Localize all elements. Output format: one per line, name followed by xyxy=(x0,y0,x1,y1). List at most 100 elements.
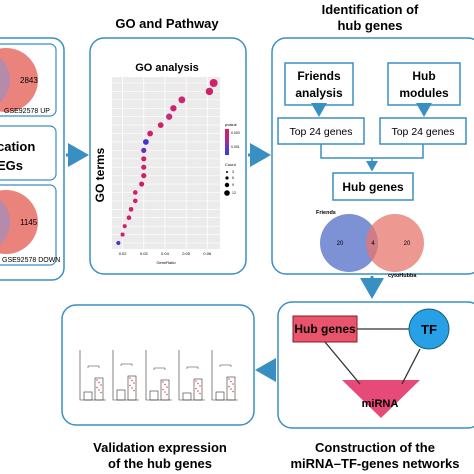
venn-up-circle-left xyxy=(0,57,10,103)
hub-panel: Identification of hub genes Friends anal… xyxy=(271,2,474,279)
go-point xyxy=(143,139,149,145)
validation-dot xyxy=(129,384,131,387)
edge-hub-mirna xyxy=(324,341,361,385)
friends-line1: Friends xyxy=(297,69,341,83)
validation-caption-line1: Validation expression xyxy=(93,440,227,455)
validation-bar-case xyxy=(127,375,137,401)
go-panel-title: GO and Pathway xyxy=(115,16,219,31)
validation-dot xyxy=(96,379,98,381)
go-xtick-label: 0.05 xyxy=(182,251,191,256)
network-tf-label: TF xyxy=(421,322,437,337)
legend-count-tick-3: 12 xyxy=(232,191,236,195)
legend-count-dot-1 xyxy=(225,176,229,180)
legend-pvalue-tick-1: 0.001 xyxy=(231,145,240,149)
legend-count-dot-0 xyxy=(226,171,228,173)
validation-dot xyxy=(197,382,199,385)
validation-bar-case xyxy=(226,376,236,401)
top-genes-right: Top 24 genes xyxy=(391,126,454,138)
network-caption-line2: miRNA–TF-genes networks xyxy=(290,456,459,471)
validation-dot xyxy=(164,391,166,393)
go-point xyxy=(141,147,147,153)
top-genes-right-box xyxy=(379,117,467,145)
venn-friends-label: Friends xyxy=(316,210,336,216)
validation-bar-control xyxy=(182,392,192,401)
validation-dot xyxy=(199,392,201,395)
validation-dot xyxy=(133,389,135,392)
validation-bar-control xyxy=(116,389,126,401)
validation-dot xyxy=(131,387,133,389)
deg-title-line1: cation xyxy=(0,139,35,154)
validation-bar-control xyxy=(83,391,93,401)
network-mirna-label: miRNA xyxy=(362,398,399,410)
validation-dot xyxy=(96,386,98,389)
deg-panel: 2843 GSE92578 UP cation EGs 1145 GSE9257… xyxy=(0,37,65,281)
go-point xyxy=(147,130,153,137)
network-tf-node xyxy=(408,308,450,350)
validation-dot xyxy=(230,388,232,390)
go-point xyxy=(132,190,138,195)
venn-friends-circle xyxy=(320,214,378,272)
venn-up-circle xyxy=(0,48,38,112)
validation-panel-border xyxy=(61,304,255,426)
legend-pvalue-bar xyxy=(225,129,229,155)
validation-dot xyxy=(131,379,133,382)
hub-genes-label: Hub genes xyxy=(342,180,404,194)
validation-dot xyxy=(100,384,102,386)
go-xtick-label: 0.03 xyxy=(140,251,149,256)
validation-significance-bracket xyxy=(87,365,100,368)
validation-dot xyxy=(232,383,234,385)
go-xticks: 0.02 0.03 0.04 0.05 0.06 xyxy=(119,251,212,256)
validation-significance-bracket xyxy=(186,366,199,369)
venn-cyto-circle xyxy=(366,214,424,272)
validation-dot xyxy=(162,388,164,391)
legend-count-dot-2 xyxy=(224,182,230,188)
deg-down-count: 1145 xyxy=(20,218,38,227)
validation-dot xyxy=(98,389,100,391)
legend-count-title: Count xyxy=(225,162,237,167)
validation-significance-bracket xyxy=(153,367,166,370)
edge-tf-mirna xyxy=(401,348,421,385)
go-point xyxy=(132,198,138,204)
go-chart-title: GO analysis xyxy=(135,62,199,74)
network-hub-genes-node xyxy=(292,315,358,343)
validation-dot xyxy=(228,378,230,380)
validation-dot xyxy=(129,377,131,379)
deg-title-line2: EGs xyxy=(0,158,23,173)
network-caption-line1: Construction of the xyxy=(315,440,435,455)
validation-dot xyxy=(197,390,199,392)
go-point xyxy=(166,113,173,120)
venn-left-count: 20 xyxy=(337,241,344,247)
go-point xyxy=(170,105,177,112)
legend-count-dot-3 xyxy=(224,190,230,196)
friends-line2: analysis xyxy=(295,86,343,100)
venn-mid-count: 4 xyxy=(371,241,375,247)
go-point xyxy=(122,224,127,229)
deg-up-label: GSE92578 UP xyxy=(4,108,50,115)
validation-plots xyxy=(79,350,238,401)
venn-right-count: 20 xyxy=(404,241,411,247)
validation-dot xyxy=(230,380,232,383)
validation-dot xyxy=(100,391,102,394)
go-xtick-label: 0.06 xyxy=(203,251,212,256)
legend-count-tick-0: 3 xyxy=(232,170,234,174)
go-xtick-label: 0.02 xyxy=(119,251,128,256)
legend-count-tick-2: 9 xyxy=(232,183,234,187)
validation-dot xyxy=(133,382,135,384)
validation-bar-control xyxy=(215,391,225,401)
legend-pvalue-title: pvalue xyxy=(225,122,238,127)
friends-analysis-box xyxy=(284,62,354,106)
go-xtick-label: 0.04 xyxy=(161,251,170,256)
go-point xyxy=(141,173,147,179)
top-genes-left: Top 24 genes xyxy=(289,126,352,138)
validation-dot xyxy=(166,386,168,388)
go-point xyxy=(178,96,186,104)
go-point xyxy=(157,122,164,128)
validation-dot xyxy=(162,381,164,383)
validation-dot xyxy=(232,390,234,393)
validation-dot xyxy=(195,380,197,382)
validation-dot xyxy=(98,381,100,384)
modules-line1: Hub xyxy=(412,69,435,83)
venn-cyto-label: cytoHubba xyxy=(388,273,417,279)
deg-title-box xyxy=(0,125,57,181)
go-point xyxy=(205,87,214,96)
